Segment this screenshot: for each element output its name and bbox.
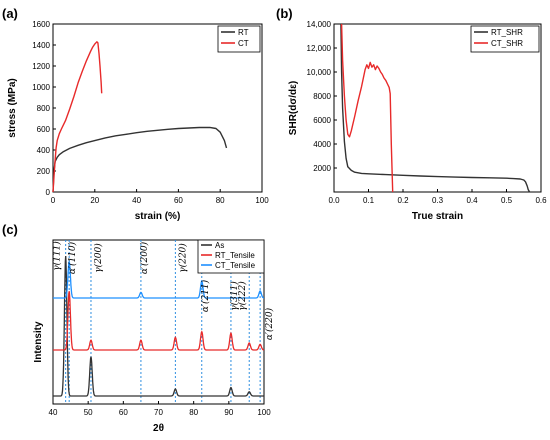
panel-b-legend-label: RT_SHR <box>491 28 523 37</box>
panel-c-xtick-label: 90 <box>224 408 233 417</box>
panel-a-xtick-label: 100 <box>255 196 269 205</box>
panel-c-peak-label: α′(220) <box>264 307 275 340</box>
xrd-chart: 40 50 60 70 80 90 100 2θ Intensity γ(111) α′(110) γ… <box>33 239 275 434</box>
panel-c-series-rt-tensile <box>53 291 265 351</box>
panel-c-xtick-label: 40 <box>49 408 58 417</box>
panel-a-ytick-label: 0 <box>46 188 51 197</box>
panel-a-xtick-label: 60 <box>174 196 183 205</box>
panel-c-xaxis-title: 2θ <box>153 423 164 434</box>
panel-a-xaxis-title: strain (%) <box>135 211 181 222</box>
panel-b-yaxis-title: SHR(dσ/dε) <box>288 81 299 135</box>
panel-b-ytick-label: 10,000 <box>307 68 332 77</box>
panel-a-xtick-label: 0 <box>51 196 56 205</box>
panel-b-xtick-label: 0.2 <box>397 196 409 205</box>
panel-a-ytick-label: 1400 <box>32 41 50 50</box>
panel-a-legend-label: RT <box>238 28 249 37</box>
panel-c-peak-label: α′(200) <box>139 241 150 274</box>
panel-c-yaxis-title: Intensity <box>33 321 44 363</box>
panel-c-peak-label: α′(110) <box>67 241 78 274</box>
panel-a-series-rt <box>52 126 228 193</box>
panel-c-series-ct-tensile <box>53 261 264 299</box>
panel-c-xtick-label: 60 <box>119 408 128 417</box>
panel-a-xtick-label: 40 <box>132 196 141 205</box>
panel-a-ytick-label: 400 <box>37 146 51 155</box>
panel-c-xtick-label: 50 <box>84 408 93 417</box>
panel-c-legend-label: As <box>215 241 224 250</box>
panel-a-series-ct <box>52 41 103 193</box>
panel-b-xtick-label: 0.1 <box>363 196 375 205</box>
panel-c-peak-label: γ(220) <box>177 243 188 273</box>
panel-b-xaxis-title: True strain <box>412 211 463 222</box>
panel-a-legend-box <box>217 25 261 53</box>
panel-c-peak-label: γ(222) <box>237 281 248 311</box>
panel-b-xtick-label: 0.3 <box>432 196 444 205</box>
panel-c-xtick-label: 70 <box>154 408 163 417</box>
panel-b-ytick-label: 12,000 <box>307 44 332 53</box>
panel-b-legend-label: CT_SHR <box>491 39 523 48</box>
panel-b-xtick-label: 0.0 <box>328 196 340 205</box>
panel-b-ytick-label: 6000 <box>313 116 331 125</box>
panel-a-legend-label: CT <box>238 39 249 48</box>
panel-a-ytick-label: 1600 <box>32 20 50 29</box>
strain-hardening-chart: 0.0 0.1 0.2 0.3 0.4 0.5 0.6 2000 4000 6000 8000 10,… <box>288 20 547 222</box>
panel-a-ytick-label: 800 <box>37 104 51 113</box>
panel-a-xtick-label: 80 <box>216 196 225 205</box>
panel-a-xtick-label: 20 <box>90 196 99 205</box>
panel-c-xtick-label: 100 <box>257 408 271 417</box>
panel-c-tag: (c) <box>2 222 18 237</box>
panel-a-yaxis-title: stress (MPa) <box>7 78 18 137</box>
panel-b-xtick-label: 0.5 <box>501 196 513 205</box>
panel-a-ytick-label: 600 <box>37 125 51 134</box>
panel-b-xtick-label: 0.6 <box>535 196 547 205</box>
panel-c-legend-label: RT_Tensile <box>215 251 255 260</box>
panel-b-ytick-label: 4000 <box>313 140 331 149</box>
panel-b-tag: (b) <box>276 6 293 21</box>
panel-a-ytick-label: 200 <box>37 167 51 176</box>
panel-a-ytick-label: 1200 <box>32 62 50 71</box>
panel-c-peak-label: γ(200) <box>93 243 104 273</box>
panel-c-legend-label: CT_Tensile <box>215 261 256 270</box>
panel-b-series-ct-shr <box>340 23 394 193</box>
panel-b-series-rt-shr <box>340 23 531 193</box>
panel-b-xtick-label: 0.4 <box>466 196 478 205</box>
panel-a-ytick-label: 1000 <box>32 83 50 92</box>
panel-c-series-as <box>53 255 264 397</box>
panel-c-peak-label: α′(211) <box>200 279 211 312</box>
panel-a-tag: (a) <box>2 6 18 21</box>
panel-b-legend-box <box>470 25 540 53</box>
panel-c-peak-label: γ(311) <box>229 281 240 311</box>
panel-c-xtick-label: 80 <box>189 408 198 417</box>
panel-c-peak-label: γ(111) <box>52 241 63 271</box>
panel-b-ytick-label: 14,000 <box>307 20 332 29</box>
panel-b-ytick-label: 2000 <box>313 164 331 173</box>
panel-b-ytick-label: 8000 <box>313 92 331 101</box>
stress-strain-chart: 0 20 40 60 80 1000200400600800100012001400160… <box>7 20 269 222</box>
